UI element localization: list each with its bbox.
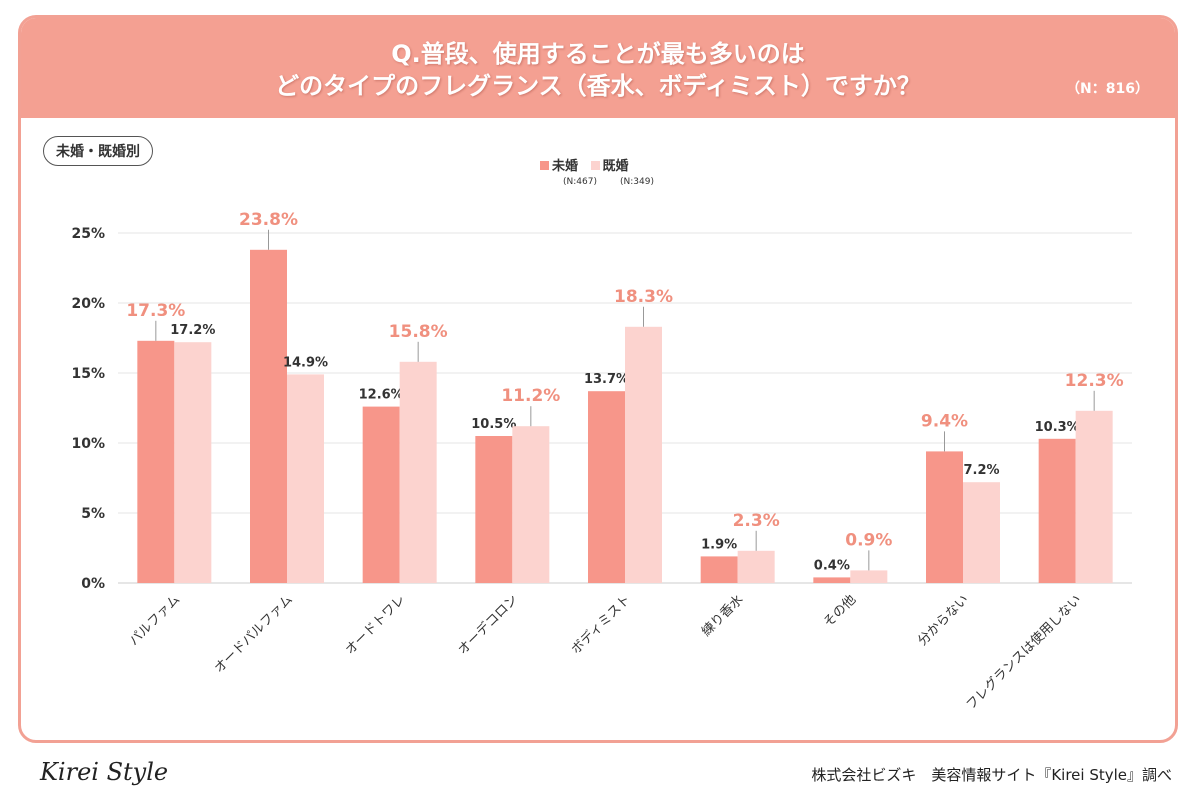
bar-married bbox=[963, 482, 1000, 583]
legend-item-married: 既婚 bbox=[590, 159, 629, 174]
x-tick-label: オーデコロン bbox=[455, 592, 521, 658]
data-label: 15.8% bbox=[389, 322, 448, 342]
bar-married bbox=[399, 361, 437, 583]
data-label: 1.9% bbox=[701, 537, 737, 552]
bar-married bbox=[512, 426, 550, 583]
legend-sub-unmarried: (N:467) bbox=[563, 177, 597, 187]
legend-swatch bbox=[590, 161, 600, 170]
bar-unmarried bbox=[362, 406, 400, 583]
data-label: 0.4% bbox=[814, 558, 850, 573]
source-note: 株式会社ビズキ 美容情報サイト『Kirei Style』調べ bbox=[811, 766, 1172, 784]
y-tick-label: 25% bbox=[71, 226, 105, 242]
x-tick-label: ボディミスト bbox=[568, 592, 634, 658]
data-label: 17.3% bbox=[126, 301, 185, 321]
x-tick-label: オードトワレ bbox=[343, 592, 409, 658]
title-line-1: Q.普段、使用することが最も多いのは bbox=[391, 40, 805, 68]
x-tick-label: 分からない bbox=[915, 592, 972, 649]
data-label: 12.3% bbox=[1065, 371, 1124, 391]
data-label: 2.3% bbox=[733, 511, 780, 531]
legend: 未婚 既婚 bbox=[540, 155, 637, 174]
data-label: 0.9% bbox=[845, 530, 892, 550]
x-tick-label: パルファム bbox=[127, 592, 184, 649]
bar-married bbox=[287, 374, 324, 583]
data-label: 7.2% bbox=[963, 463, 999, 478]
x-tick-label: フレグランスは使用しない bbox=[963, 592, 1084, 713]
x-tick-label: 練り香水 bbox=[699, 592, 746, 639]
header-banner: Q.普段、使用することが最も多いのは どのタイプのフレグランス（香水、ボディミス… bbox=[21, 18, 1175, 118]
data-label: 17.2% bbox=[170, 323, 215, 338]
legend-sub-married: (N:349) bbox=[620, 177, 654, 187]
bar-unmarried bbox=[1038, 438, 1076, 583]
segment-tag: 未婚・既婚別 bbox=[43, 136, 153, 166]
bar-unmarried bbox=[588, 391, 625, 583]
bar-married bbox=[1075, 410, 1113, 583]
y-tick-label: 15% bbox=[71, 366, 105, 382]
chart-title: Q.普段、使用することが最も多いのは どのタイプのフレグランス（香水、ボディミス… bbox=[21, 38, 1175, 102]
bar-unmarried bbox=[250, 249, 287, 584]
legend-label: 既婚 bbox=[602, 159, 629, 174]
data-label: 9.4% bbox=[921, 411, 968, 431]
x-tick-label: オードパルファム bbox=[212, 592, 296, 676]
bar-unmarried bbox=[475, 436, 513, 583]
kirei-style-logo: Kirei Style bbox=[40, 758, 169, 786]
y-tick-label: 20% bbox=[71, 296, 105, 312]
x-tick-label: その他 bbox=[821, 592, 859, 630]
bar-unmarried bbox=[700, 556, 738, 583]
legend-label: 未婚 bbox=[552, 159, 579, 174]
bar-married bbox=[174, 342, 212, 583]
bar-married bbox=[850, 570, 888, 583]
data-label: 18.3% bbox=[614, 287, 673, 307]
y-tick-label: 10% bbox=[71, 436, 105, 452]
y-tick-label: 5% bbox=[81, 506, 105, 522]
title-line-2: どのタイプのフレグランス（香水、ボディミスト）ですか？ bbox=[275, 72, 921, 100]
bar-unmarried bbox=[926, 451, 963, 583]
data-label: 13.7% bbox=[584, 372, 629, 387]
data-label: 14.9% bbox=[283, 355, 328, 370]
bar-unmarried bbox=[813, 577, 851, 583]
bar-married bbox=[625, 326, 662, 583]
sample-size: （N：816） bbox=[1066, 81, 1149, 97]
bar-unmarried bbox=[137, 340, 175, 583]
y-tick-label: 0% bbox=[81, 576, 105, 592]
data-label: 10.5% bbox=[471, 417, 516, 432]
legend-swatch bbox=[540, 161, 549, 170]
legend-item-unmarried: 未婚 bbox=[540, 159, 578, 174]
data-label: 11.2% bbox=[501, 386, 560, 406]
data-label: 10.3% bbox=[1035, 420, 1080, 435]
data-label: 23.8% bbox=[239, 210, 298, 230]
data-label: 12.6% bbox=[359, 388, 404, 403]
bar-married bbox=[737, 550, 775, 583]
